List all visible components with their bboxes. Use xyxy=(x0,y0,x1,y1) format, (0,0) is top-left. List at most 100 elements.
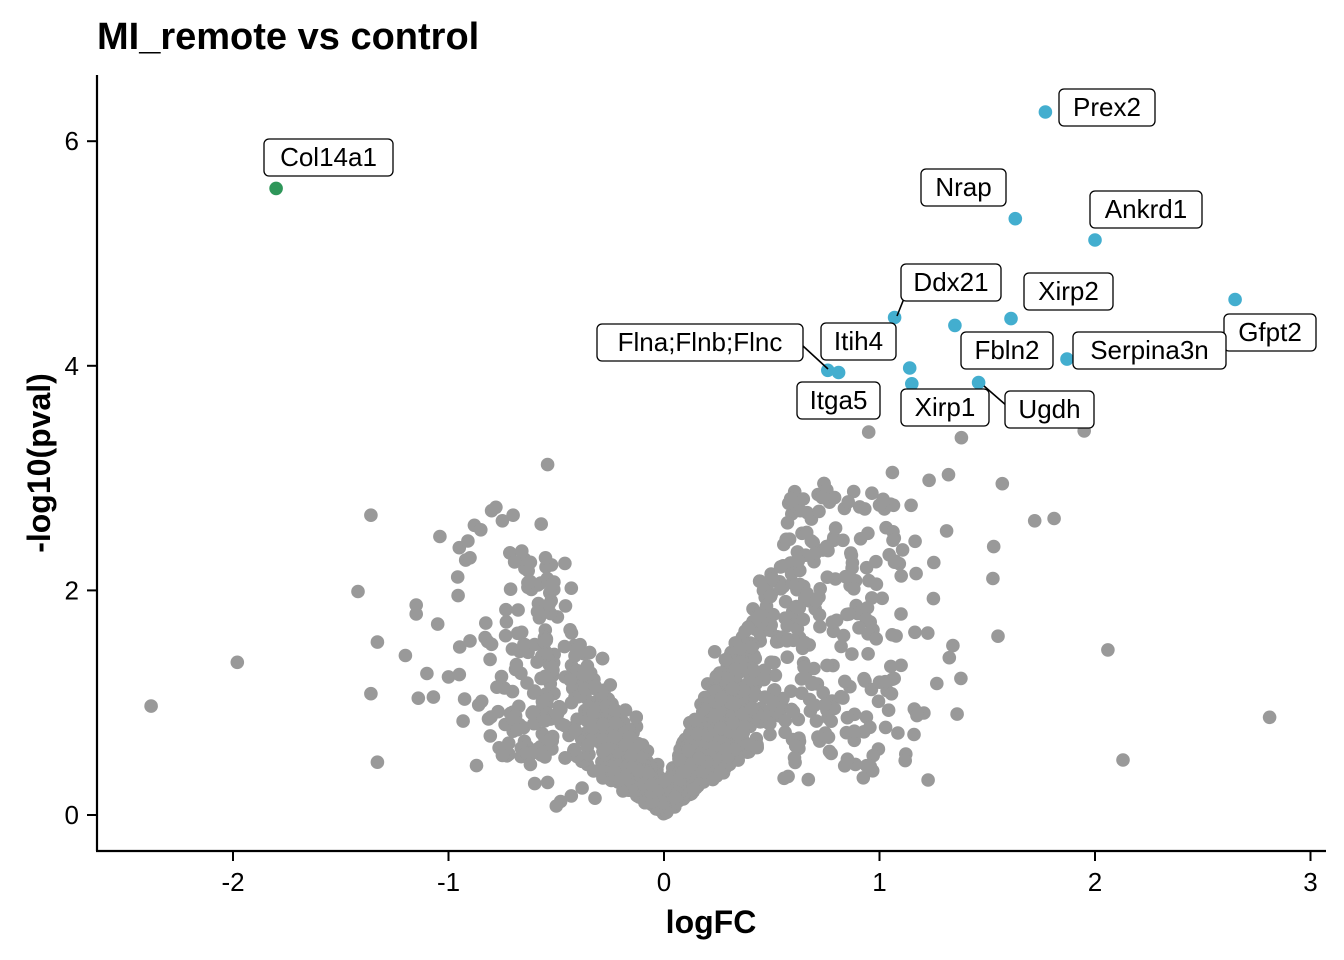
data-point xyxy=(586,764,601,778)
x-tick-label: 1 xyxy=(872,867,886,897)
data-point xyxy=(908,534,922,549)
data-point xyxy=(549,799,564,813)
data-point xyxy=(607,703,622,717)
data-point xyxy=(861,425,876,439)
data-point xyxy=(564,581,579,595)
data-point xyxy=(791,554,806,568)
data-point xyxy=(818,698,832,712)
data-point xyxy=(939,524,954,538)
data-point xyxy=(921,773,935,787)
data-point xyxy=(557,718,572,733)
label-box-xirp2 xyxy=(1023,272,1114,311)
data-point xyxy=(747,663,761,678)
data-point xyxy=(523,757,538,772)
data-point xyxy=(838,569,853,584)
data-point xyxy=(570,712,584,727)
data-point xyxy=(678,765,692,779)
data-point xyxy=(719,742,733,757)
data-point xyxy=(794,672,809,686)
data-point xyxy=(588,791,602,805)
gene-label-col14a1: Col14a1 xyxy=(280,142,377,172)
data-point xyxy=(847,582,861,596)
data-point xyxy=(875,591,889,606)
data-point xyxy=(451,588,465,603)
x-tick-label: -2 xyxy=(221,867,244,897)
data-point xyxy=(787,751,802,765)
data-point xyxy=(904,498,918,513)
data-point xyxy=(777,771,791,786)
data-point xyxy=(456,714,470,728)
data-point xyxy=(499,602,513,617)
data-point xyxy=(788,739,803,753)
data-point xyxy=(483,652,497,667)
data-point xyxy=(511,603,525,617)
data-point xyxy=(581,738,595,752)
data-point xyxy=(995,476,1010,491)
gene-label-xirp1: Xirp1 xyxy=(915,392,976,422)
data-point xyxy=(865,591,879,605)
data-point xyxy=(507,555,522,569)
data-point xyxy=(1047,511,1061,526)
data-point xyxy=(577,682,592,696)
data-point xyxy=(525,746,539,761)
data-point xyxy=(744,640,758,655)
data-point xyxy=(859,560,874,575)
data-point xyxy=(856,771,871,785)
data-point xyxy=(794,686,809,700)
data-point xyxy=(786,704,801,719)
data-point xyxy=(681,743,696,758)
data-point xyxy=(797,635,812,650)
data-point xyxy=(506,508,520,522)
data-point xyxy=(869,577,884,591)
highlighted-point-col14a1 xyxy=(269,181,283,196)
data-point xyxy=(1262,710,1277,725)
data-point xyxy=(491,704,505,719)
data-point xyxy=(426,690,441,704)
gene-label-serpina3n: Serpina3n xyxy=(1090,335,1209,365)
data-point xyxy=(857,671,871,686)
data-point xyxy=(844,546,858,560)
gene-labels-layer: Prex2 Col14a1 Nrap Ankrd1 Ddx21 Xirp2 Gfpt2 Iti… xyxy=(263,88,1317,429)
data-point xyxy=(548,711,563,725)
data-point xyxy=(861,526,875,541)
data-point xyxy=(463,634,477,648)
data-point xyxy=(800,586,814,601)
data-point xyxy=(796,492,811,506)
data-point xyxy=(631,764,646,778)
data-point xyxy=(950,707,964,721)
y-tick-label: 2 xyxy=(65,575,79,605)
data-point xyxy=(734,706,749,721)
data-point xyxy=(588,679,602,694)
data-point xyxy=(510,626,525,641)
data-point xyxy=(743,737,757,752)
data-point xyxy=(887,671,901,686)
gene-label-ugdh: Ugdh xyxy=(1018,394,1080,424)
data-point xyxy=(930,676,944,691)
gene-label-itga5: Itga5 xyxy=(810,385,868,415)
data-point xyxy=(881,703,896,717)
data-point xyxy=(713,765,727,779)
data-point xyxy=(827,490,842,505)
data-point xyxy=(927,555,941,570)
data-point xyxy=(1027,514,1042,528)
highlighted-point-prex2 xyxy=(1038,105,1053,119)
highlighted-point-xirp2 xyxy=(1004,311,1018,326)
data-point xyxy=(942,650,957,665)
data-point xyxy=(463,551,477,565)
data-point xyxy=(946,638,960,653)
data-point xyxy=(765,572,780,586)
data-point xyxy=(907,727,921,742)
data-point xyxy=(474,523,488,537)
data-point xyxy=(895,543,910,557)
data-point xyxy=(494,669,509,684)
x-tick-label: 3 xyxy=(1303,867,1317,897)
data-point xyxy=(807,698,822,712)
data-point xyxy=(558,751,572,765)
data-point xyxy=(986,571,1000,586)
data-point xyxy=(780,516,795,530)
data-point xyxy=(575,781,589,795)
data-point xyxy=(884,659,898,674)
connector-ugdh xyxy=(983,385,1008,407)
data-point xyxy=(812,608,827,622)
data-point xyxy=(510,722,525,737)
